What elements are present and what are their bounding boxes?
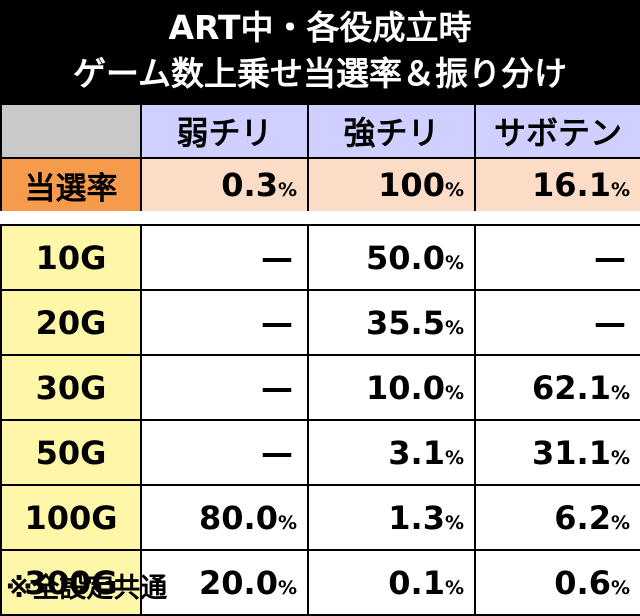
- rate-number: 16.1: [532, 166, 611, 204]
- cell-value: 62.1: [532, 368, 611, 407]
- percent-unit: %: [444, 381, 464, 404]
- distribution-cell: 1.3%: [307, 484, 476, 551]
- cell-value: —: [261, 303, 293, 342]
- row-label: 50G: [0, 419, 142, 486]
- cell-value: 80.0: [199, 498, 278, 537]
- percent-unit: %: [277, 576, 297, 599]
- cell-value: —: [594, 303, 626, 342]
- column-header-cactus: サボテン: [474, 103, 640, 159]
- cell-value: 3.1: [388, 433, 445, 472]
- rate-number: 0.3: [221, 166, 278, 204]
- percent-unit: %: [444, 446, 464, 469]
- cell-value: 20.0: [199, 563, 278, 602]
- row-label: 10G: [0, 224, 142, 291]
- rate-number: 100: [378, 166, 445, 204]
- distribution-cell: 20.0%: [140, 549, 309, 616]
- column-header-strong-chili: 強チリ: [307, 103, 476, 159]
- rate-label: 当選率: [0, 157, 142, 213]
- column-header-row: 弱チリ 強チリ サボテン: [0, 103, 640, 159]
- distribution-cell: 80.0%: [140, 484, 309, 551]
- table-row: 50G —3.1% 31.1%: [0, 419, 640, 486]
- distribution-cell: —: [474, 224, 640, 291]
- percent-unit: %: [444, 316, 464, 339]
- cell-value: —: [594, 238, 626, 277]
- table-title: ART中・各役成立時 ゲーム数上乗せ当選率＆振り分け: [0, 0, 640, 103]
- row-label: 100G: [0, 484, 142, 551]
- cell-value: 35.5: [366, 303, 445, 342]
- cell-value: 10.0: [366, 368, 445, 407]
- table-row: 30G —10.0% 62.1%: [0, 354, 640, 421]
- distribution-cell: —: [140, 224, 309, 291]
- row-label: 20G: [0, 289, 142, 356]
- distribution-cell: —: [140, 354, 309, 421]
- distribution-cell: 31.1%: [474, 419, 640, 486]
- cell-value: 50.0: [366, 238, 445, 277]
- title-line-1: ART中・各役成立時: [168, 8, 472, 47]
- table-gap: [0, 211, 640, 224]
- cell-value: —: [261, 238, 293, 277]
- percent-unit: %: [444, 511, 464, 534]
- distribution-cell: 6.2%: [474, 484, 640, 551]
- rate-row: 当選率 0.3% 100% 16.1%: [0, 157, 640, 213]
- percent-unit: %: [444, 179, 464, 201]
- rate-value: 100%: [307, 157, 476, 213]
- table-row: 100G 80.0% 1.3% 6.2%: [0, 484, 640, 551]
- table-row: 20G — 35.5% —: [0, 289, 640, 356]
- percent-unit: %: [444, 576, 464, 599]
- percent-unit: %: [610, 446, 630, 469]
- percent-unit: %: [610, 511, 630, 534]
- distribution-cell: —: [140, 289, 309, 356]
- rate-value: 0.3%: [140, 157, 309, 213]
- table-row: 300G 20.0% 0.1% 0.6%: [0, 549, 640, 616]
- title-line-2: ゲーム数上乗せ当選率＆振り分け: [72, 54, 567, 93]
- cell-value: 0.1: [388, 563, 445, 602]
- footnote: ※全設定共通: [6, 573, 168, 604]
- distribution-cell: —: [474, 289, 640, 356]
- row-label: 30G: [0, 354, 142, 421]
- percent-unit: %: [610, 576, 630, 599]
- corner-cell: [0, 103, 142, 159]
- distribution-cell: 0.6%: [474, 549, 640, 616]
- percent-unit: %: [277, 511, 297, 534]
- cell-value: —: [261, 368, 293, 407]
- distribution-cell: 0.1%: [307, 549, 476, 616]
- row-label: 300G: [0, 549, 142, 616]
- cell-value: —: [261, 433, 293, 472]
- percent-unit: %: [277, 179, 297, 201]
- cell-value: 31.1: [532, 433, 611, 472]
- distribution-table: 10G —50.0% —20G —35.5% —30G —10.0% 62.1% 50G —3.…: [0, 224, 640, 616]
- distribution-cell: 10.0%: [307, 354, 476, 421]
- cell-value: 1.3: [388, 498, 445, 537]
- distribution-cell: —: [140, 419, 309, 486]
- column-header-weak-chili: 弱チリ: [140, 103, 309, 159]
- table-row: 10G — 50.0% —: [0, 224, 640, 291]
- rate-value: 16.1%: [474, 157, 640, 213]
- cell-value: 0.6: [554, 563, 611, 602]
- cell-value: 6.2: [554, 498, 611, 537]
- percent-unit: %: [444, 251, 464, 274]
- percent-unit: %: [610, 381, 630, 404]
- percent-unit: %: [610, 179, 630, 201]
- distribution-cell: 3.1%: [307, 419, 476, 486]
- distribution-cell: 50.0%: [307, 224, 476, 291]
- header-table: 弱チリ 強チリ サボテン 当選率 0.3% 100% 16.1%: [0, 103, 640, 213]
- distribution-cell: 62.1%: [474, 354, 640, 421]
- distribution-cell: 35.5%: [307, 289, 476, 356]
